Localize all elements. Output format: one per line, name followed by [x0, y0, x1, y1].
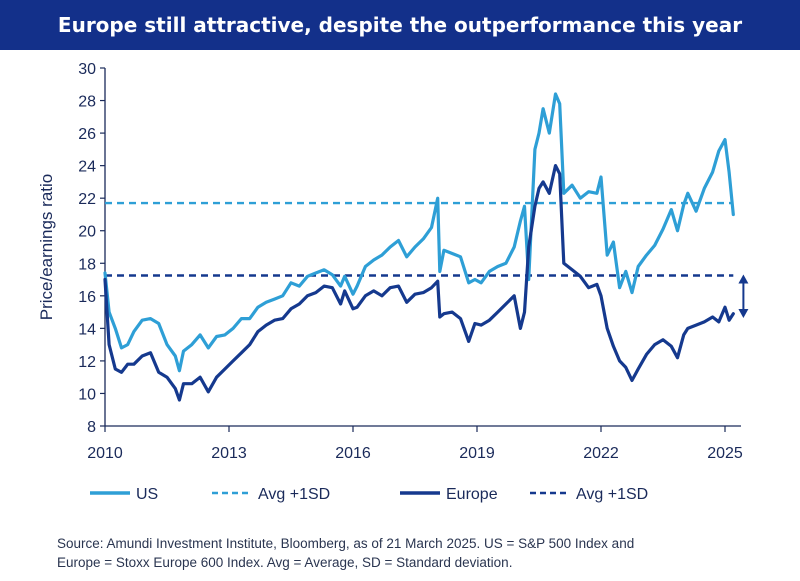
- x-tick-label: 2016: [335, 445, 371, 462]
- y-axis-label: Price/earnings ratio: [37, 174, 56, 320]
- gap-arrow-head-up: [738, 274, 749, 284]
- y-tick-label: 20: [78, 224, 96, 241]
- us-series-line: [103, 92, 735, 373]
- y-tick-label: 22: [78, 191, 96, 208]
- y-tick-label: 8: [87, 419, 96, 436]
- europe-series-line: [103, 164, 735, 402]
- x-tick-label: 2010: [87, 445, 123, 462]
- source-line-1: Source: Amundi Investment Institute, Blo…: [57, 536, 635, 551]
- legend-europe-avg-label: Avg +1SD: [576, 486, 648, 503]
- y-tick-label: 24: [78, 159, 96, 176]
- y-tick-label: 28: [78, 94, 96, 111]
- y-tick-label: 16: [78, 289, 96, 306]
- x-tick-label: 2013: [211, 445, 247, 462]
- y-tick-label: 30: [78, 61, 96, 78]
- y-tick-label: 14: [78, 321, 96, 338]
- source-line-2: Europe = Stoxx Europe 600 Index. Avg = A…: [57, 555, 513, 570]
- legend-us-label: US: [136, 486, 158, 503]
- x-tick-label: 2022: [583, 445, 619, 462]
- gap-arrow-head-down: [738, 308, 749, 318]
- y-tick-label: 12: [78, 354, 96, 371]
- x-tick-label: 2019: [459, 445, 495, 462]
- y-tick-label: 18: [78, 256, 96, 273]
- chart-title: Europe still attractive, despite the out…: [0, 0, 800, 50]
- source-note: Source: Amundi Investment Institute, Blo…: [57, 534, 777, 572]
- y-tick-label: 26: [78, 126, 96, 143]
- x-tick-label: 2025: [707, 445, 743, 462]
- legend-europe-label: Europe: [446, 486, 498, 503]
- legend-us-avg-label: Avg +1SD: [258, 486, 330, 503]
- y-tick-label: 10: [78, 386, 96, 403]
